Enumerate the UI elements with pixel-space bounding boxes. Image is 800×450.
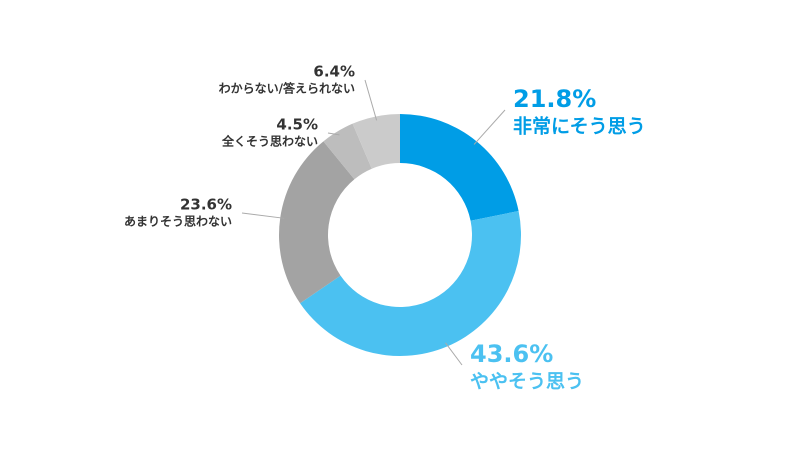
leader-line (241, 212, 285, 219)
donut-slice (300, 210, 521, 356)
category-label: ややそう思う (470, 371, 584, 393)
value-label: 23.6% (180, 196, 232, 214)
category-label: 非常にそう思う (513, 115, 646, 138)
donut-slice (400, 114, 519, 221)
value-label: 21.8% (513, 85, 596, 113)
leader-line (473, 109, 506, 145)
donut-slice (352, 114, 400, 169)
leader-line (364, 79, 378, 121)
category-label: あまりそう思わない (124, 215, 232, 229)
donut-slice (323, 123, 372, 180)
category-label: 全くそう思わない (221, 134, 318, 149)
value-label: 6.4% (313, 63, 355, 81)
leader-line (327, 132, 340, 136)
donut-slice (278, 141, 355, 304)
value-label: 43.6% (470, 340, 553, 368)
leader-line (445, 342, 463, 366)
category-label: わからない/答えられない (219, 81, 355, 96)
value-label: 4.5% (276, 116, 318, 134)
